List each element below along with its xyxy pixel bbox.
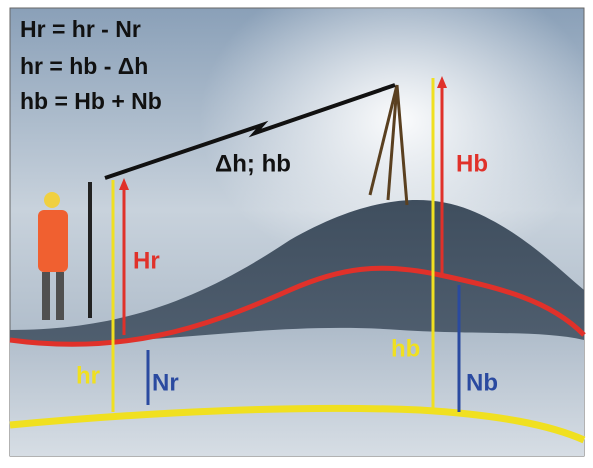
Nb-label: Nb xyxy=(466,369,498,396)
equation: hb = Hb + Nb xyxy=(20,88,162,114)
Hb-label: Hb xyxy=(456,150,488,177)
hb-label: hb xyxy=(391,335,420,362)
Hr-label: Hr xyxy=(133,247,160,274)
Nr-label: Nr xyxy=(152,369,179,396)
hr-label: hr xyxy=(76,362,100,389)
baseline-label: Δh; hb xyxy=(215,150,291,177)
diagram: Hr = hr - Nr hr = hb - Δh hb = Hb + Nb Δ… xyxy=(0,0,593,468)
equation: Hr = hr - Nr xyxy=(20,16,141,42)
equation: hr = hb - Δh xyxy=(20,53,148,79)
